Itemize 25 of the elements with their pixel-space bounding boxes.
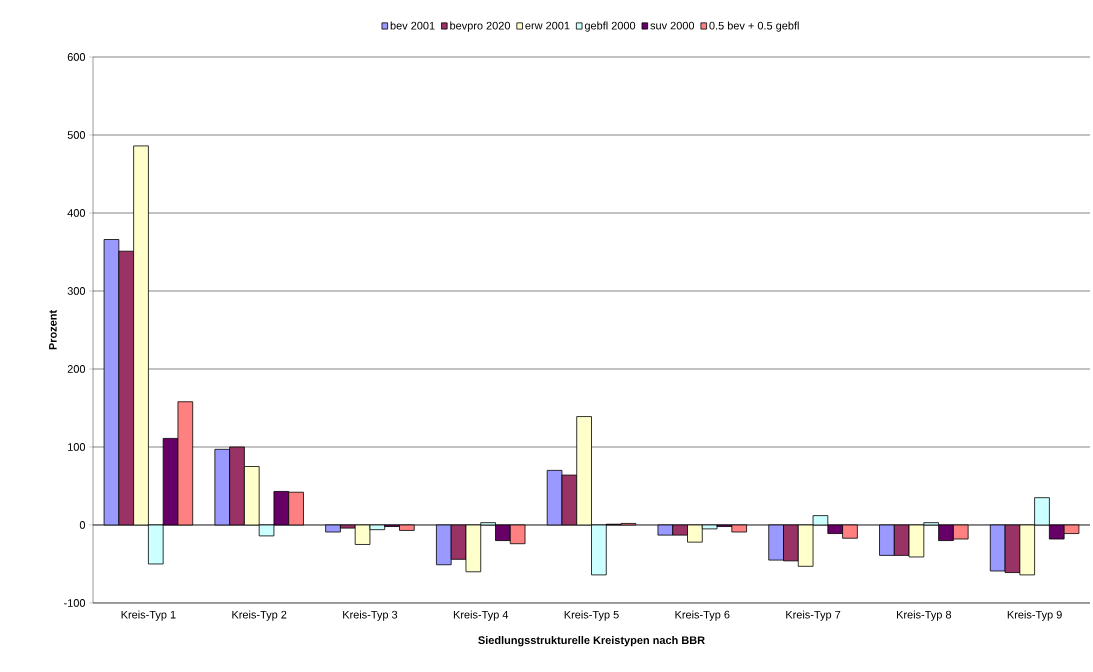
legend-label: bevpro 2020 — [450, 21, 511, 32]
legend-label: bev 2001 — [390, 21, 435, 30]
y-tick-label: 600 — [67, 53, 86, 61]
y-axis-title: Prozent — [49, 310, 57, 350]
x-tick-label: Kreis-Typ 2 — [232, 610, 287, 621]
legend-label: erw 2001 — [525, 21, 570, 30]
x-tick-label: Kreis-Typ 7 — [786, 610, 841, 621]
y-tick-label: 100 — [68, 443, 86, 451]
y-tick-label: 500 — [67, 131, 86, 139]
x-axis-title: Siedlungsstrukturelle Kreistypen nach BBR — [478, 636, 705, 647]
x-tick-label: Kreis-Typ 9 — [1007, 610, 1062, 621]
x-tick-label: Kreis-Typ 8 — [897, 610, 952, 621]
x-tick-label: Kreis-Typ 1 — [121, 610, 176, 621]
x-tick-label: Kreis-Typ 4 — [453, 610, 509, 621]
legend-label: gebfl 2000 — [584, 21, 636, 32]
y-tick-label: -100 — [64, 599, 86, 607]
x-tick-label: Kreis-Typ 5 — [564, 610, 619, 621]
x-tick-label: Kreis-Typ 3 — [343, 610, 398, 621]
y-tick-label: 200 — [67, 365, 86, 373]
legend-label: 0.5 bev + 0.5 gebfl — [709, 21, 799, 32]
y-tick-label: 300 — [67, 287, 86, 295]
y-tick-label: 400 — [67, 209, 86, 217]
legend-label: suv 2000 — [650, 21, 695, 30]
x-tick-label: Kreis-Typ 6 — [675, 610, 730, 621]
y-tick-label: 0 — [79, 521, 86, 529]
